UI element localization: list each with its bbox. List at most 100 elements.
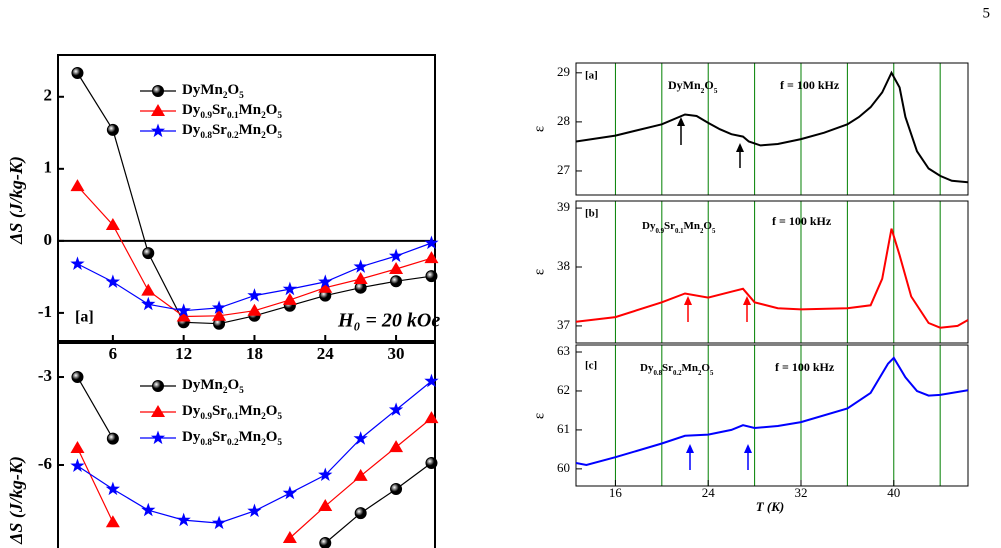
- arrow-head: [736, 143, 744, 152]
- curve: [576, 228, 968, 329]
- x-tick-label: 12: [175, 344, 192, 363]
- marker-triangle: [282, 531, 297, 544]
- marker-circle: [106, 432, 119, 445]
- marker-star: [247, 503, 262, 518]
- annotation: Dy0.8Sr0.2Mn2O5: [640, 362, 714, 377]
- marker-star: [105, 481, 120, 496]
- marker-circle: [71, 67, 84, 80]
- marker-triangle: [424, 411, 439, 424]
- y-tick-label: -6: [38, 454, 52, 473]
- y-axis-label: ε: [531, 126, 547, 132]
- marker-star: [353, 431, 368, 445]
- series-line: [76, 376, 432, 544]
- y-tick-label: 37: [557, 317, 571, 332]
- y-axis-label: ε: [531, 269, 547, 275]
- marker-circle: [106, 123, 119, 136]
- marker-triangle: [70, 179, 85, 192]
- y-axis-label: ε: [531, 413, 547, 419]
- marker-triangle: [70, 440, 85, 453]
- y-tick-label: 63: [557, 343, 570, 358]
- y-tick-label: 0: [44, 230, 53, 249]
- axes-frame: [575, 200, 969, 344]
- annotation: H₀ = 20 kOe: [337, 310, 440, 332]
- legend-label: Dy0.9Sr0.1Mn2O5: [182, 102, 282, 121]
- marker-triangle: [176, 309, 191, 322]
- annotation: [c]: [585, 360, 597, 372]
- annotation: Dy0.9Sr0.1Mn2O5: [642, 220, 716, 235]
- legend-label: DyMn2O5: [182, 377, 244, 396]
- y-tick-label: 1: [44, 158, 53, 177]
- marker-triangle: [282, 292, 297, 305]
- annotation: DyMn2O5: [668, 78, 718, 95]
- y-axis-label: ΔS (J/kg-K): [6, 456, 27, 545]
- marker-circle: [425, 270, 438, 283]
- marker-circle: [390, 275, 403, 288]
- marker-triangle: [318, 280, 333, 293]
- marker-triangle: [318, 499, 333, 512]
- x-tick-label: 6: [109, 344, 118, 363]
- marker-star: [388, 248, 404, 263]
- marker-star: [176, 512, 191, 527]
- y-tick-label: 60: [557, 460, 570, 475]
- marker-circle: [152, 380, 164, 392]
- annotation: f = 100 kHz: [780, 78, 840, 92]
- marker-star: [424, 373, 439, 388]
- legend-label: Dy0.8Sr0.2Mn2O5: [182, 122, 282, 141]
- marker-star: [105, 274, 120, 288]
- marker-star: [141, 502, 156, 517]
- axes-frame: [575, 344, 969, 487]
- marker-star: [282, 485, 297, 500]
- legend-label: Dy0.9Sr0.1Mn2O5: [182, 403, 282, 422]
- x-tick-label: 24: [702, 485, 716, 500]
- y-tick-label: 62: [557, 382, 570, 397]
- x-tick-label: 40: [887, 485, 900, 500]
- marker-triangle: [389, 261, 404, 274]
- marker-star: [388, 402, 404, 416]
- marker-star: [141, 296, 156, 311]
- marker-circle: [390, 483, 403, 496]
- marker-star: [247, 288, 262, 302]
- y-tick-label: 29: [557, 64, 570, 79]
- annotation: [b]: [585, 208, 598, 220]
- arrow-head: [744, 444, 752, 453]
- marker-triangle: [105, 515, 120, 528]
- marker-star: [211, 300, 227, 314]
- y-tick-label: 39: [557, 199, 570, 214]
- curve: [576, 70, 968, 184]
- x-tick-label: 24: [317, 344, 335, 363]
- arrow-head: [686, 444, 694, 453]
- marker-triangle: [151, 405, 165, 417]
- page-number: 5: [983, 5, 991, 21]
- x-tick-label: 30: [388, 344, 405, 363]
- marker-triangle: [353, 272, 368, 285]
- annotation: [a]: [75, 309, 94, 326]
- marker-star: [318, 467, 333, 481]
- x-axis-label: T (K): [756, 499, 785, 514]
- marker-star: [70, 256, 85, 270]
- axes-frame: [575, 62, 969, 196]
- marker-triangle: [424, 251, 439, 264]
- marker-star: [150, 123, 166, 138]
- y-tick-label: -3: [38, 366, 52, 385]
- marker-star: [211, 515, 227, 530]
- x-tick-label: 32: [794, 485, 807, 500]
- annotation: [a]: [585, 70, 598, 82]
- marker-star: [318, 274, 333, 288]
- y-axis-label: ΔS (J/kg-K): [6, 156, 27, 245]
- marker-star: [176, 303, 191, 317]
- curve: [576, 356, 968, 467]
- y-tick-label: 28: [557, 113, 570, 128]
- x-tick-label: 18: [246, 344, 263, 363]
- series-line: [77, 242, 432, 312]
- marker-star: [424, 235, 439, 250]
- y-tick-label: 27: [557, 162, 571, 177]
- y-tick-label: -1: [38, 302, 52, 321]
- marker-circle: [354, 507, 367, 520]
- marker-circle: [142, 247, 155, 260]
- marker-triangle: [212, 308, 227, 321]
- marker-star: [70, 458, 85, 472]
- x-tick-label: 16: [609, 485, 623, 500]
- marker-star: [353, 259, 368, 273]
- legend-label: DyMn2O5: [182, 82, 244, 101]
